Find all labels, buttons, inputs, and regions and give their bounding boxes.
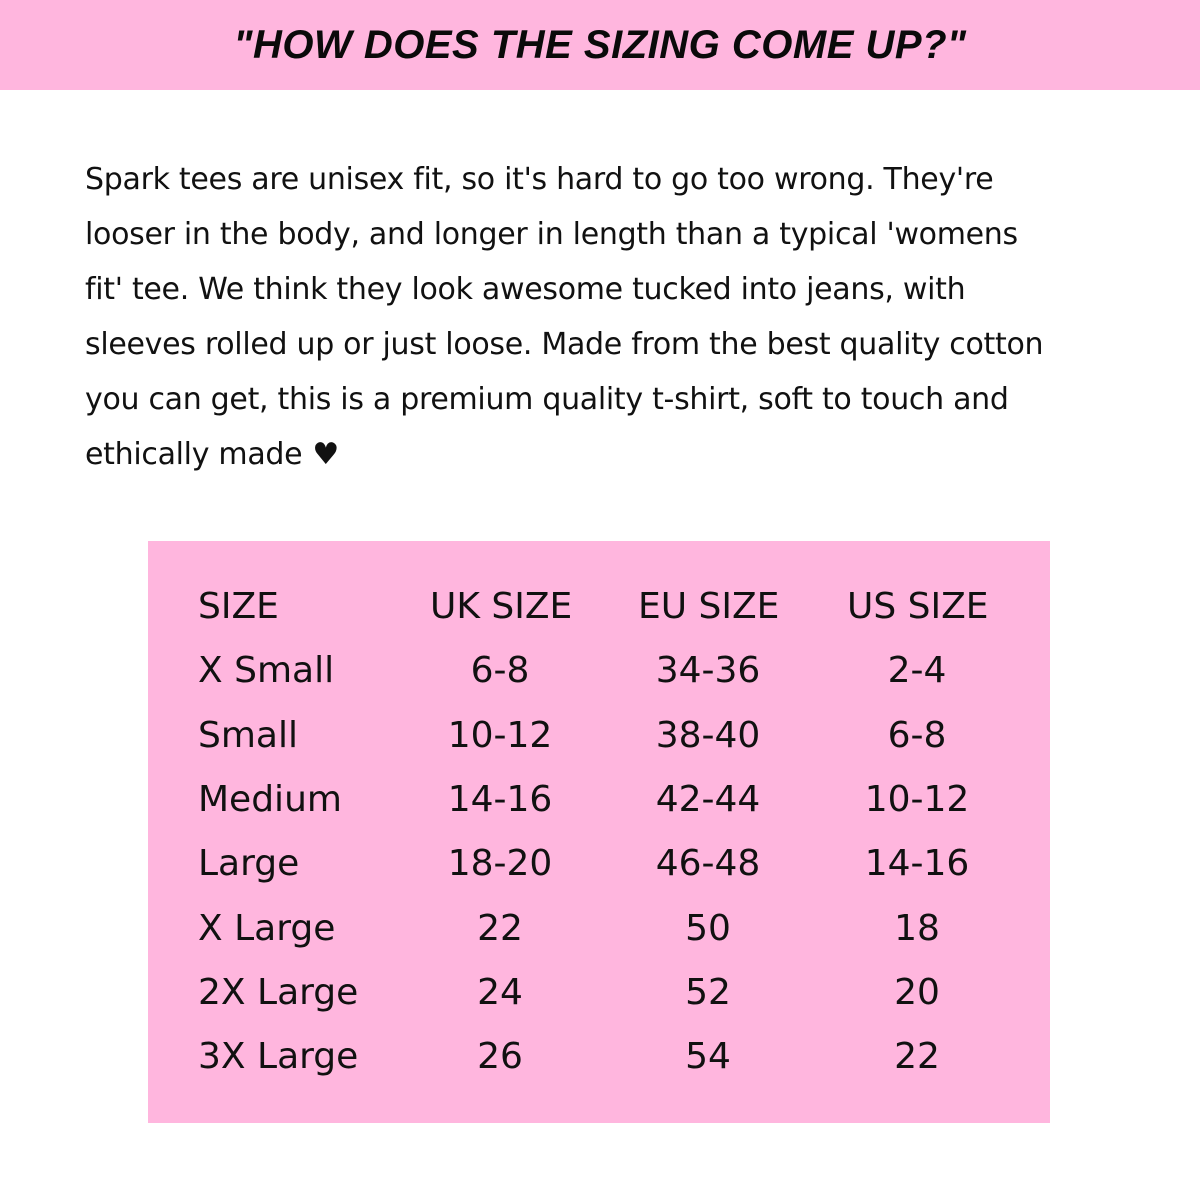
table-cell: 50 bbox=[685, 907, 731, 949]
table-row: Small 10-12 38-40 6-8 bbox=[148, 704, 1050, 768]
table-cell: 2-4 bbox=[887, 650, 947, 692]
table-cell: 42-44 bbox=[655, 778, 761, 820]
table-cell: 6-8 bbox=[887, 714, 947, 756]
table-cell: 10-12 bbox=[864, 778, 970, 820]
table-cell: 6-8 bbox=[470, 650, 530, 692]
table-cell: Medium bbox=[198, 778, 342, 820]
table-cell: 10-12 bbox=[447, 714, 553, 756]
table-cell: 14-16 bbox=[447, 778, 553, 820]
table-cell: Large bbox=[198, 843, 300, 885]
table-cell: Small bbox=[198, 714, 298, 756]
description-line: looser in the body, and longer in length… bbox=[85, 217, 1018, 252]
description-line: ethically made bbox=[85, 437, 303, 472]
table-row: 2X Large 24 52 20 bbox=[148, 961, 1050, 1025]
table-cell: X Large bbox=[198, 907, 336, 949]
table-row: Large 18-20 46-48 14-16 bbox=[148, 832, 1050, 896]
table-cell: 38-40 bbox=[655, 714, 761, 756]
header-banner: "HOW DOES THE SIZING COME UP?" bbox=[0, 0, 1200, 90]
description-line: sleeves rolled up or just loose. Made fr… bbox=[85, 327, 1044, 362]
table-row: 3X Large 26 54 22 bbox=[148, 1025, 1050, 1089]
table-row: X Large 22 50 18 bbox=[148, 897, 1050, 961]
table-cell: 18-20 bbox=[447, 843, 553, 885]
table-cell: 20 bbox=[894, 971, 940, 1013]
table-cell: 46-48 bbox=[655, 843, 761, 885]
table-cell: 22 bbox=[894, 1036, 940, 1078]
description-line: Spark tees are unisex fit, so it's hard … bbox=[85, 162, 994, 197]
description: Spark tees are unisex fit, so it's hard … bbox=[85, 152, 1145, 482]
column-header: UK SIZE bbox=[430, 586, 573, 627]
table-cell: 24 bbox=[477, 971, 523, 1013]
table-cell: 54 bbox=[685, 1036, 731, 1078]
table-row: X Small 6-8 34-36 2-4 bbox=[148, 639, 1050, 703]
table-cell: 14-16 bbox=[864, 843, 970, 885]
column-header: SIZE bbox=[198, 586, 279, 627]
column-header: US SIZE bbox=[847, 586, 989, 627]
description-line: fit' tee. We think they look awesome tuc… bbox=[85, 272, 966, 307]
heart-icon: ♥ bbox=[312, 437, 339, 472]
table-cell: 2X Large bbox=[198, 971, 359, 1013]
page-title: "HOW DOES THE SIZING COME UP?" bbox=[233, 22, 967, 67]
table-cell: X Small bbox=[198, 650, 335, 692]
table-cell: 3X Large bbox=[198, 1036, 359, 1078]
size-table: SIZE UK SIZE EU SIZE US SIZE X Small 6-8 34-36… bbox=[148, 541, 1050, 1123]
table-cell: 18 bbox=[894, 907, 940, 949]
column-header: EU SIZE bbox=[638, 586, 780, 627]
description-line-last: ethically made ♥ bbox=[85, 427, 1145, 482]
table-row: Medium 14-16 42-44 10-12 bbox=[148, 768, 1050, 832]
table-cell: 26 bbox=[477, 1036, 523, 1078]
table-cell: 52 bbox=[685, 971, 731, 1013]
description-line: you can get, this is a premium quality t… bbox=[85, 382, 1009, 417]
table-cell: 34-36 bbox=[655, 650, 761, 692]
table-header-row: SIZE UK SIZE EU SIZE US SIZE bbox=[148, 575, 1050, 639]
table-cell: 22 bbox=[477, 907, 523, 949]
